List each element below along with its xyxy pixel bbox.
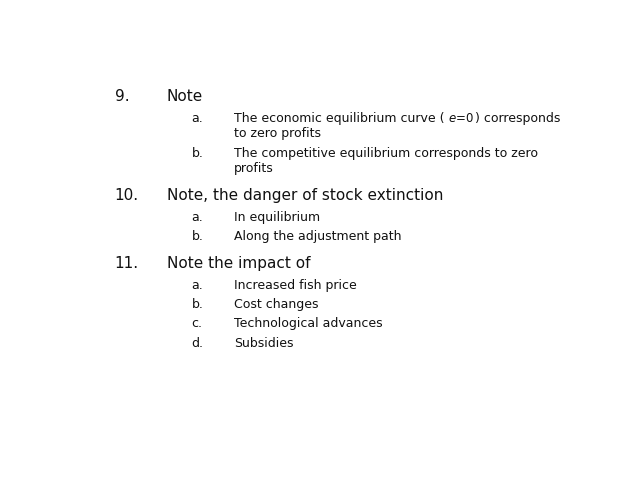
Text: Along the adjustment path: Along the adjustment path — [234, 230, 401, 243]
Text: The competitive equilibrium corresponds to zero: The competitive equilibrium corresponds … — [234, 147, 538, 160]
Text: b.: b. — [191, 230, 204, 243]
Text: a.: a. — [191, 279, 204, 292]
Text: 11.: 11. — [115, 256, 139, 271]
Text: b.: b. — [191, 298, 204, 311]
Text: 10.: 10. — [115, 188, 139, 203]
Text: a.: a. — [191, 112, 204, 125]
Text: to zero profits: to zero profits — [234, 128, 321, 141]
Text: Increased fish price: Increased fish price — [234, 279, 356, 292]
Text: a.: a. — [191, 211, 204, 224]
Text: $e\!=\!0$: $e\!=\!0$ — [448, 112, 475, 125]
Text: Subsidies: Subsidies — [234, 336, 293, 349]
Text: In equilibrium: In equilibrium — [234, 211, 320, 224]
Text: Technological advances: Technological advances — [234, 317, 382, 330]
Text: 9.: 9. — [115, 89, 129, 104]
Text: Note the impact of: Note the impact of — [167, 256, 310, 271]
Text: ) corresponds: ) corresponds — [475, 112, 560, 125]
Text: c.: c. — [191, 317, 203, 330]
Text: Note, the danger of stock extinction: Note, the danger of stock extinction — [167, 188, 443, 203]
Text: profits: profits — [234, 162, 273, 175]
Text: Note: Note — [167, 89, 203, 104]
Text: d.: d. — [191, 336, 204, 349]
Text: Cost changes: Cost changes — [234, 298, 318, 311]
Text: b.: b. — [191, 147, 204, 160]
Text: The economic equilibrium curve (: The economic equilibrium curve ( — [234, 112, 448, 125]
